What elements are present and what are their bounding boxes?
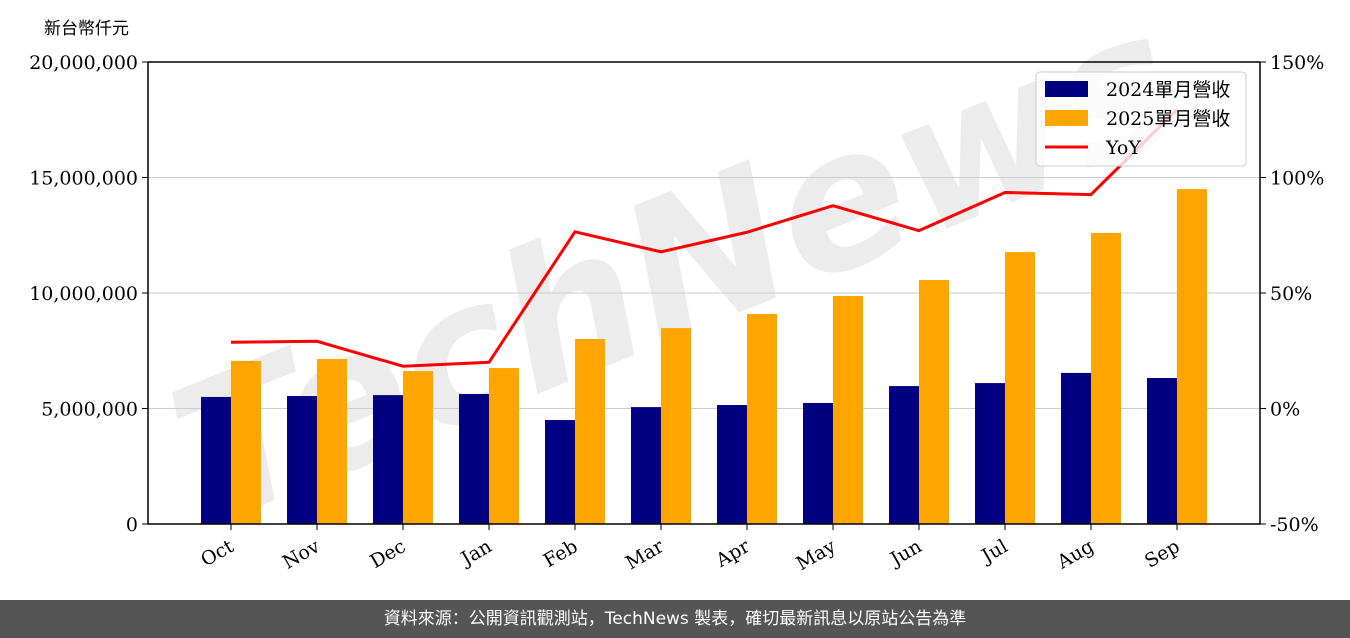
bar-2024-jun (889, 386, 919, 524)
x-tick-label: May (793, 535, 840, 575)
legend-label: 2024單月營收 (1106, 79, 1230, 101)
source-footer: 資料來源：公開資訊觀測站，TechNews 製表，確切最新訊息以原站公告為準 (0, 600, 1350, 638)
legend-box (1035, 71, 1247, 167)
x-tick-label: Sep (1141, 535, 1184, 572)
bar-2025-nov (317, 359, 347, 524)
x-tick-label: Aug (1053, 535, 1098, 574)
y2-tick-label: 150% (1270, 52, 1324, 74)
legend-swatch (1045, 110, 1088, 126)
bar-2024-apr (717, 405, 747, 524)
bar-2024-jul (975, 383, 1005, 524)
bar-2025-aug (1091, 232, 1121, 524)
x-tick-label: Jun (885, 535, 926, 571)
bar-2025-sep (1177, 189, 1207, 525)
x-tick-label: Mar (622, 535, 668, 574)
y-tick-label: 0 (126, 514, 138, 536)
bar-2024-mar (631, 407, 661, 524)
x-tick-label: Apr (711, 535, 754, 572)
bar-2025-dec (403, 371, 433, 524)
bar-2024-aug (1061, 372, 1091, 524)
y2-tick-label: 100% (1270, 168, 1324, 190)
bar-2024-dec (373, 395, 403, 524)
bar-2024-oct (201, 396, 231, 524)
bar-2025-jul (1005, 252, 1035, 524)
legend-label: 2025單月營收 (1106, 108, 1230, 130)
bar-2025-feb (575, 338, 605, 524)
bar-2025-mar (661, 328, 691, 524)
y-axis-unit-label: 新台幣仟元 (44, 19, 129, 39)
bar-2024-feb (545, 420, 575, 524)
y-tick-label: 20,000,000 (29, 52, 138, 74)
yoy-line (230, 108, 1179, 368)
y-tick-label: 15,000,000 (29, 168, 138, 190)
y-tick-label: 10,000,000 (29, 283, 138, 305)
y-tick-label: 5,000,000 (41, 399, 138, 421)
bar-2025-oct (231, 360, 261, 524)
bar-2024-jan (459, 393, 489, 524)
x-tick-label: Dec (366, 535, 409, 573)
bar-2025-jan (489, 368, 519, 524)
x-tick-label: Jul (976, 535, 1011, 568)
legend-label: YoY (1105, 137, 1141, 159)
bar-2024-sep (1147, 378, 1177, 524)
legend-swatch (1045, 81, 1088, 97)
x-tick-label: Jan (456, 535, 496, 571)
bar-2025-may (833, 296, 863, 524)
bar-2024-may (803, 402, 833, 524)
legend: 2024單月營收 2025單月營收 YoY (1035, 71, 1247, 167)
y2-tick-label: 50% (1270, 283, 1312, 305)
bar-2024-nov (287, 396, 317, 524)
y2-tick-label: 0% (1270, 399, 1300, 421)
bar-2025-apr (747, 314, 777, 524)
bar-2025-jun (919, 280, 949, 524)
x-tick-label: Feb (540, 535, 582, 572)
y2-tick-label: -50% (1270, 514, 1319, 536)
